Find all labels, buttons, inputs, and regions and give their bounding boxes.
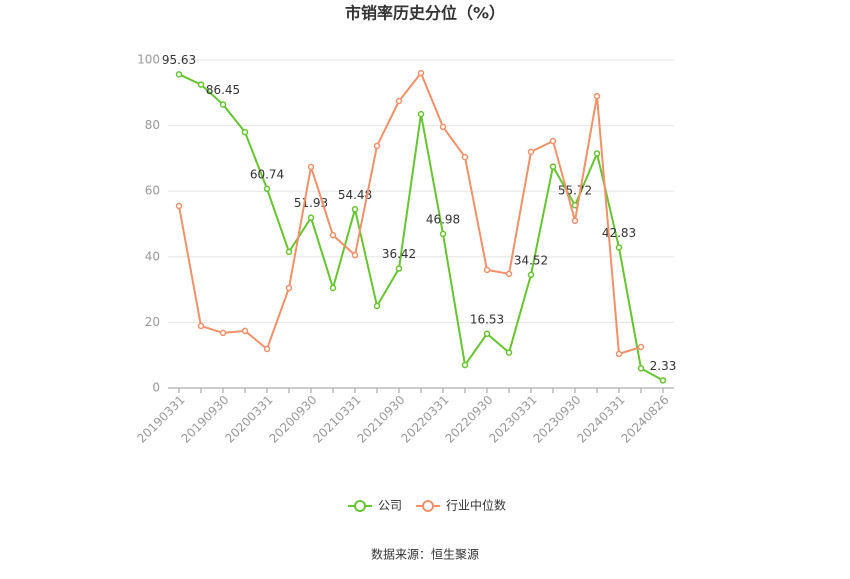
point <box>329 231 337 239</box>
y-tick-label: 0 <box>152 381 160 395</box>
y-tick-label: 60 <box>145 184 160 198</box>
point <box>593 150 601 157</box>
legend-label: 行业中位数 <box>446 498 506 513</box>
series-line <box>178 73 664 382</box>
point <box>549 163 557 170</box>
data-label: 55.72 <box>558 184 592 198</box>
point <box>439 230 447 238</box>
point <box>637 343 645 351</box>
data-label: 86.45 <box>206 83 240 97</box>
data-label: 60.74 <box>250 167 284 181</box>
point <box>197 81 205 88</box>
point <box>329 284 337 292</box>
y-tick-label: 20 <box>145 315 160 329</box>
point <box>593 92 601 100</box>
point <box>483 266 491 274</box>
source: 数据来源：恒生聚源 <box>371 547 479 562</box>
point <box>241 128 249 136</box>
legend-marker <box>354 500 366 512</box>
point <box>263 185 271 193</box>
point <box>637 365 645 372</box>
y-tick-label: 100 <box>137 53 160 67</box>
point <box>197 322 205 330</box>
point <box>285 248 293 256</box>
point <box>263 345 271 353</box>
data-label: 54.48 <box>338 188 372 202</box>
data-label: 42.83 <box>602 226 636 240</box>
point <box>505 349 513 356</box>
point <box>461 361 469 369</box>
point <box>285 284 293 292</box>
point <box>571 217 579 224</box>
data-label: 46.98 <box>426 212 460 226</box>
y-tick-label: 80 <box>145 118 160 132</box>
point <box>417 110 425 118</box>
point <box>307 214 315 221</box>
legend-label: 公司 <box>378 499 402 513</box>
point <box>461 153 469 161</box>
data-label: 16.53 <box>470 312 504 326</box>
point <box>373 142 381 150</box>
point <box>241 327 249 335</box>
point <box>615 350 623 358</box>
point <box>615 244 623 251</box>
point <box>659 377 667 384</box>
point <box>505 270 513 278</box>
data-label: 51.93 <box>294 196 328 210</box>
point <box>351 251 359 259</box>
point <box>527 148 535 156</box>
point <box>175 71 183 78</box>
point <box>373 302 381 310</box>
point <box>483 330 491 338</box>
point <box>395 265 403 272</box>
legend-marker <box>422 500 434 512</box>
data-label: 34.52 <box>514 253 548 267</box>
data-label: 2.33 <box>650 359 677 373</box>
point <box>549 137 557 145</box>
point <box>307 163 315 171</box>
point <box>417 69 425 77</box>
point <box>395 97 403 105</box>
point <box>219 101 227 108</box>
chart-title: 市销率历史分位（%） <box>345 4 505 23</box>
y-tick-label: 40 <box>145 249 160 263</box>
point <box>351 206 359 213</box>
point <box>527 271 535 279</box>
point <box>219 329 227 337</box>
point <box>175 202 183 210</box>
data-label: 36.42 <box>382 247 416 261</box>
x-tick-label: 20240826 <box>619 393 672 446</box>
data-label: 95.63 <box>162 53 196 67</box>
point <box>439 123 447 131</box>
series-line <box>178 71 642 356</box>
